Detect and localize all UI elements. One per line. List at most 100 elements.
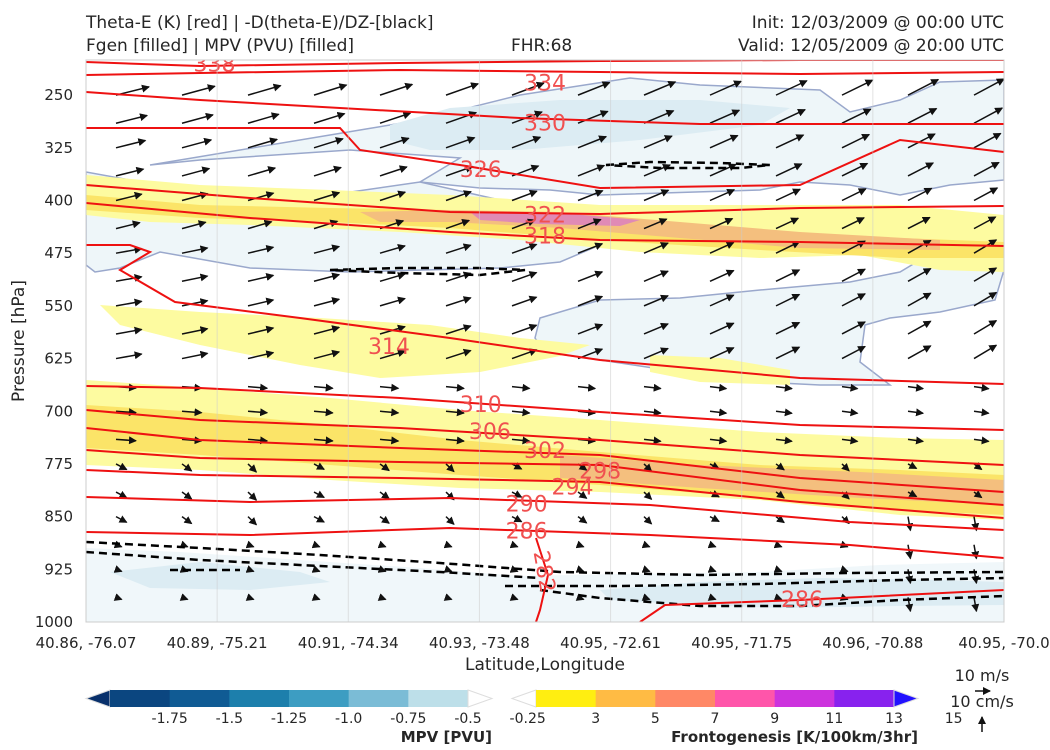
- wind-vector: [443, 565, 453, 573]
- wind-vector: [973, 267, 998, 282]
- wind-vector: [445, 436, 465, 445]
- wind-vector: [313, 297, 341, 307]
- wind-vector: [445, 190, 472, 202]
- wind-vectors: [113, 78, 1004, 613]
- wind-vector: [643, 347, 669, 360]
- wind-vector: [643, 436, 662, 445]
- wind-vector: [511, 383, 531, 392]
- wind-vector: [511, 243, 538, 254]
- theta-e-line: [535, 537, 550, 622]
- wind-vector: [509, 593, 519, 601]
- wind-vector: [775, 293, 801, 307]
- wind-vector: [379, 491, 390, 500]
- dashed-contour: [86, 540, 1004, 577]
- y-tick-label: 550: [44, 297, 73, 315]
- wind-vector: [773, 565, 783, 573]
- colorbar-extend-high: [893, 689, 920, 708]
- wind-vector: [643, 135, 673, 149]
- wind-vector: [313, 490, 325, 499]
- init-time: Init: 12/03/2009 @ 00:00 UTC: [751, 13, 1004, 33]
- vertical-vector-key-label: 10 cm/s: [950, 692, 1014, 711]
- colorbar-tick-label: 9: [770, 711, 779, 727]
- wind-vector: [709, 134, 739, 149]
- wind-vector: [313, 83, 348, 96]
- forecast-hour: FHR:68: [511, 36, 573, 56]
- wind-vector: [775, 217, 800, 230]
- wind-vector: [841, 217, 865, 230]
- wind-vector: [971, 597, 980, 613]
- y-tick-label: 250: [44, 86, 73, 104]
- wind-vector: [577, 515, 588, 524]
- theta-e-label: 334: [524, 71, 566, 96]
- wind-vector: [181, 516, 193, 525]
- wind-vector: [511, 514, 523, 523]
- wind-vector: [643, 516, 653, 525]
- wind-vector: [973, 408, 990, 417]
- wind-vector: [907, 408, 925, 417]
- wind-vector: [907, 383, 925, 392]
- dashed-contour: [605, 160, 771, 170]
- wind-vector: [379, 272, 406, 283]
- wind-vector: [445, 243, 472, 254]
- theta-e-label: 338: [194, 53, 236, 78]
- wind-vector: [775, 490, 785, 499]
- wind-vector: [247, 350, 275, 360]
- wind-vector: [379, 165, 408, 177]
- wind-vector: [313, 408, 334, 417]
- wind-vector: [115, 274, 143, 283]
- colorbar-tick-label: -1.75: [152, 711, 188, 727]
- theta-e-label: 314: [368, 335, 410, 360]
- wind-vector: [313, 325, 341, 335]
- wind-vector: [907, 320, 932, 335]
- colorbar-extend-low: [84, 689, 111, 708]
- wind-vector: [973, 344, 998, 360]
- mpv-region: [534, 237, 1004, 386]
- theta-e-line: [639, 589, 1004, 622]
- wind-vector: [907, 436, 925, 445]
- colorbar-tick-label: -0.75: [390, 711, 426, 727]
- x-tick-label: 40.96, -70.88: [822, 634, 923, 652]
- wind-vector: [445, 324, 472, 335]
- dashed-contour: [86, 550, 541, 580]
- wind-vector: [247, 166, 277, 177]
- wind-vector: [841, 321, 866, 335]
- wind-vector: [181, 408, 203, 417]
- wind-vector: [445, 463, 455, 473]
- wind-vector: [775, 269, 801, 282]
- theta-e-label: 298: [579, 459, 621, 484]
- wind-vector: [181, 463, 193, 472]
- wind-vector: [511, 135, 542, 149]
- wind-vector: [575, 540, 585, 549]
- wind-vector: [709, 383, 728, 392]
- wind-vector: [577, 189, 604, 202]
- wind-vector: [709, 109, 741, 124]
- wind-vector: [115, 113, 149, 124]
- wind-vector: [313, 272, 341, 283]
- wind-vector: [973, 161, 1000, 177]
- wind-vector: [775, 163, 803, 177]
- theta-e-line: [86, 427, 1004, 493]
- frontogenesis-fill-regions: [86, 175, 1004, 520]
- wind-vector: [773, 540, 783, 549]
- wind-vector: [379, 82, 414, 96]
- wind-vector: [247, 273, 275, 283]
- wind-vector: [181, 298, 209, 307]
- wind-vector: [511, 348, 538, 360]
- wind-vector: [247, 463, 258, 473]
- wind-vector: [841, 345, 866, 360]
- y-tick-label: 475: [44, 244, 73, 262]
- wind-vector: [313, 219, 339, 230]
- wind-vector: [445, 136, 476, 149]
- wind-vector: [775, 109, 806, 124]
- theta-e-label: 302: [524, 439, 566, 464]
- wind-vector: [115, 351, 143, 360]
- wind-vector: [907, 162, 935, 177]
- wind-vector: [709, 294, 735, 307]
- wind-vector: [775, 515, 785, 524]
- wind-vector: [841, 133, 871, 149]
- theta-e-label: 306: [469, 420, 511, 445]
- x-axis-label: Latitude,Longitude: [465, 655, 625, 675]
- wind-vector: [379, 463, 390, 472]
